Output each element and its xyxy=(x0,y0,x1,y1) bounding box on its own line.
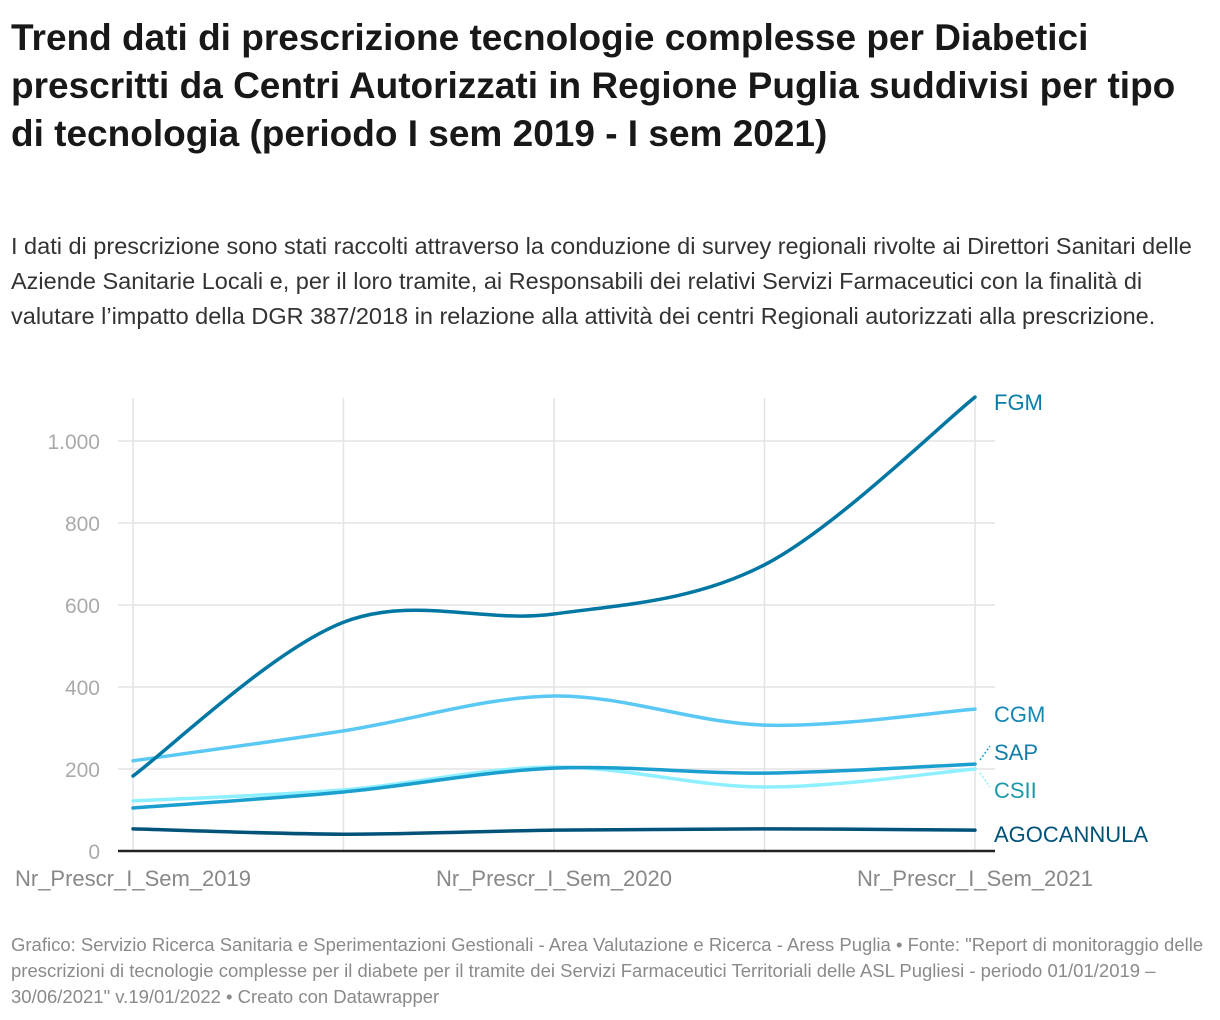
series-label-agocannula: AGOCANNULA xyxy=(994,822,1148,847)
y-tick-label: 600 xyxy=(65,595,100,618)
series-label-cgm: CGM xyxy=(994,702,1045,727)
x-tick-label: Nr_Prescr_I_Sem_2020 xyxy=(436,866,672,891)
series-label-fgm: FGM xyxy=(994,390,1043,415)
sap-label-connector xyxy=(979,745,991,761)
chart-description: I dati di prescrizione sono stati raccol… xyxy=(11,233,1192,329)
y-tick-label: 400 xyxy=(65,677,100,700)
y-tick-label: 200 xyxy=(65,759,100,782)
y-tick-label: 800 xyxy=(65,513,100,536)
csii-label-connector xyxy=(979,772,991,788)
x-tick-label: Nr_Prescr_I_Sem_2019 xyxy=(15,866,251,891)
series-line-agocannula xyxy=(131,827,977,836)
series-line-cgm xyxy=(131,694,977,763)
x-tick-label: Nr_Prescr_I_Sem_2021 xyxy=(857,866,1093,891)
line-chart: 0 200 400 600 800 1.000 Nr_Prescr_I_Sem_2019 Nr… xyxy=(15,390,1148,891)
y-tick-label: 1.000 xyxy=(47,431,100,454)
y-tick-label: 0 xyxy=(88,841,100,864)
chart-title: Trend dati di prescrizione tecnologie co… xyxy=(11,17,1176,154)
chart-footer: Grafico: Servizio Ricerca Sanitaria e Sp… xyxy=(11,934,1204,1007)
series-line-fgm xyxy=(131,395,977,778)
series-label-csii: CSII xyxy=(994,778,1037,803)
series-label-sap: SAP xyxy=(994,740,1038,765)
series-line-sap xyxy=(131,762,977,810)
